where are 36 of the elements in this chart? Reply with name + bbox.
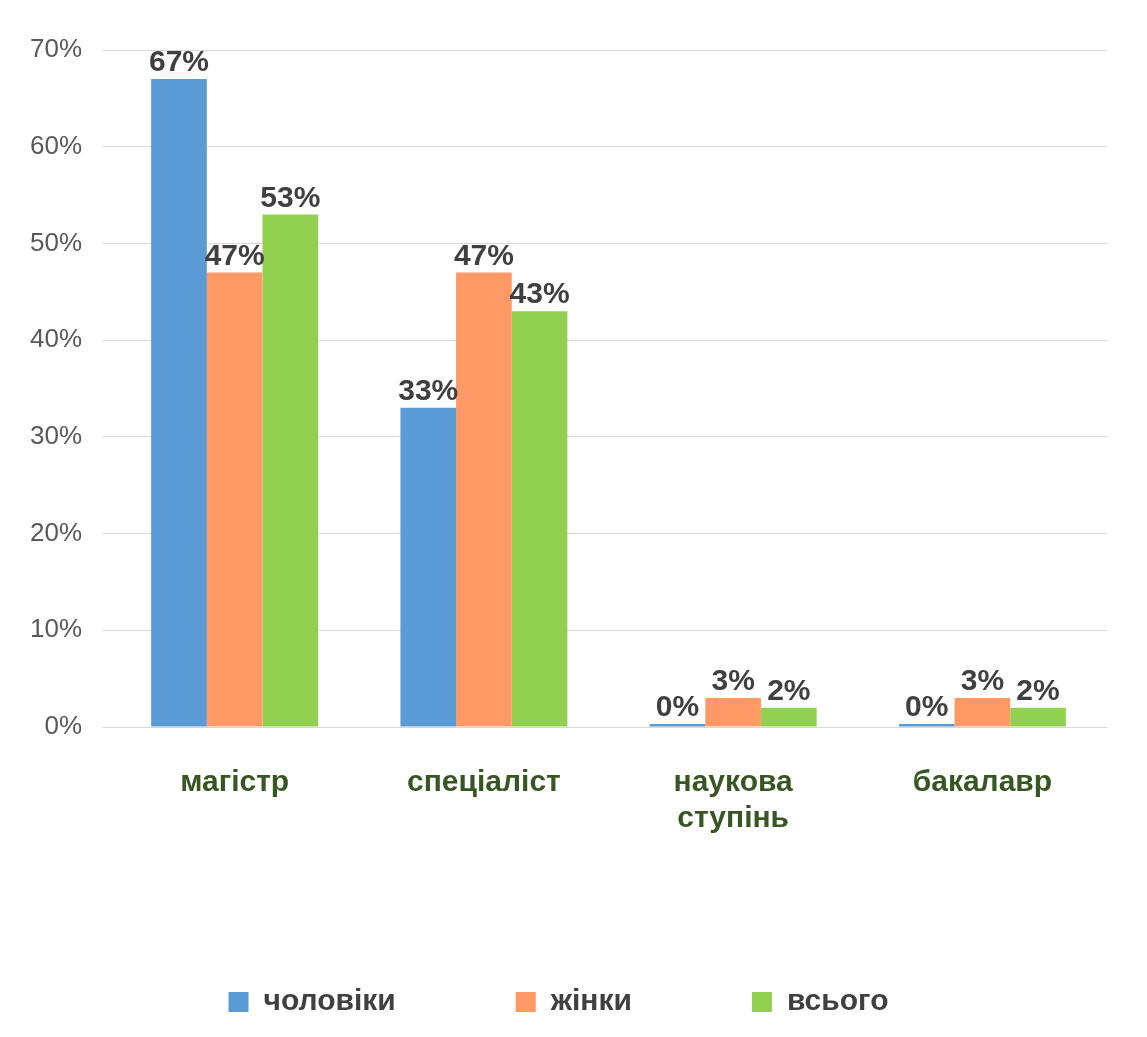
- data-label: 0%: [905, 689, 949, 723]
- data-label: 47%: [453, 237, 514, 271]
- y-tick-label: 70%: [29, 33, 83, 64]
- bar: [206, 272, 263, 727]
- bar: [649, 724, 706, 727]
- data-label: 3%: [711, 663, 755, 697]
- legend-label: чоловіки: [263, 983, 396, 1017]
- bar: [262, 214, 319, 727]
- bar: [456, 272, 512, 727]
- bar: [705, 697, 761, 727]
- bar: [760, 707, 817, 727]
- legend-label: жінки: [549, 983, 632, 1017]
- x-tick-label: магістр: [180, 764, 290, 798]
- y-tick-label: 10%: [29, 613, 83, 644]
- y-tick-label: 40%: [29, 323, 83, 354]
- y-tick-label: 50%: [29, 226, 83, 257]
- data-label: 3%: [960, 663, 1005, 697]
- x-tick-label: спеціаліст: [407, 764, 561, 798]
- y-tick-label: 30%: [29, 420, 83, 451]
- bar: [1010, 707, 1066, 727]
- data-label: 53%: [260, 179, 321, 213]
- bar: [954, 697, 1011, 727]
- data-label: 0%: [655, 689, 700, 723]
- bar: [400, 407, 457, 727]
- x-tick-label: бакалавр: [912, 764, 1053, 798]
- y-tick-label: 60%: [29, 129, 83, 160]
- bar: [511, 311, 568, 727]
- data-label: 2%: [1016, 672, 1060, 706]
- x-tick-label: наукова ступінь: [673, 764, 794, 834]
- legend-label: всього: [786, 983, 889, 1017]
- data-label: 67%: [148, 44, 210, 78]
- bar: [898, 724, 955, 727]
- data-label: 2%: [767, 672, 811, 706]
- y-tick-label: 0%: [44, 710, 83, 741]
- bar: [151, 79, 207, 727]
- y-tick-label: 20%: [29, 516, 83, 547]
